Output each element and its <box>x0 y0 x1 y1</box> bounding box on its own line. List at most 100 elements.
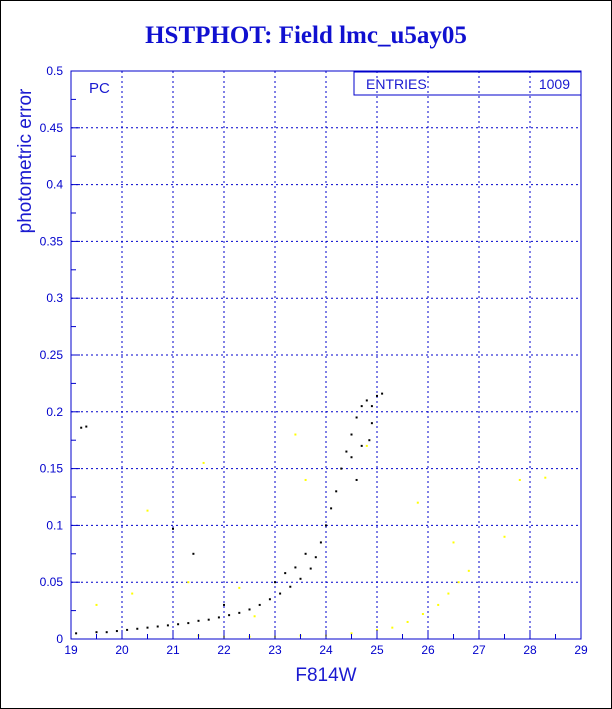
data-point <box>503 535 506 538</box>
points-layer <box>75 392 547 638</box>
x-tick-label: 29 <box>574 643 588 657</box>
y-tick-label: 0.3 <box>46 291 63 305</box>
data-point <box>325 524 327 527</box>
data-point <box>238 586 241 589</box>
y-tick-label: 0.15 <box>40 462 64 476</box>
stats-box <box>353 71 582 96</box>
data-point <box>80 426 83 429</box>
y-tick-label: 0.25 <box>40 348 64 362</box>
y-tick-label: 0.05 <box>40 575 64 589</box>
data-point <box>279 592 282 595</box>
data-point <box>360 405 363 408</box>
data-point <box>131 592 134 595</box>
data-point <box>437 603 440 606</box>
data-point <box>355 416 358 419</box>
data-point <box>376 394 378 397</box>
data-point <box>355 478 358 481</box>
data-point <box>370 422 373 425</box>
data-point <box>381 392 384 395</box>
data-point <box>202 461 205 464</box>
data-point <box>350 433 353 436</box>
y-tick-label: 0.4 <box>46 178 63 192</box>
stats-entries-label: ENTRIES <box>366 76 427 92</box>
data-point <box>350 632 353 635</box>
data-point <box>192 552 195 555</box>
data-point <box>258 603 261 606</box>
data-point <box>146 509 149 512</box>
data-point <box>447 592 450 595</box>
data-point <box>126 628 129 631</box>
data-point <box>294 433 297 436</box>
data-point <box>314 556 317 559</box>
data-point <box>289 585 292 588</box>
data-point <box>223 603 225 606</box>
data-point <box>146 626 149 629</box>
data-point <box>268 598 271 601</box>
x-tick-label: 19 <box>64 643 78 657</box>
data-point <box>284 572 287 575</box>
x-tick-label: 28 <box>523 643 537 657</box>
data-point <box>319 541 322 544</box>
plot-annotation: PC <box>89 80 110 97</box>
data-point <box>197 619 200 622</box>
data-point <box>217 616 220 619</box>
data-point <box>304 478 307 481</box>
stats-entries-value: 1009 <box>539 76 570 92</box>
x-tick-label: 24 <box>319 643 333 657</box>
x-tick-label: 22 <box>217 643 231 657</box>
y-tick-label: 0.2 <box>46 405 63 419</box>
data-point <box>156 625 159 628</box>
data-point <box>105 631 108 634</box>
data-point <box>95 631 98 634</box>
y-tick-label: 0.1 <box>46 518 63 532</box>
axes-layer <box>70 70 582 640</box>
data-point <box>350 456 353 459</box>
data-point <box>370 405 373 408</box>
data-point <box>467 569 470 572</box>
data-point <box>368 439 371 442</box>
data-point <box>75 632 78 635</box>
data-point <box>136 627 139 630</box>
data-point <box>416 501 419 504</box>
data-point <box>115 630 118 633</box>
x-tick-label: 27 <box>472 643 486 657</box>
x-tick-label: 20 <box>115 643 129 657</box>
labels-layer: 19 20 21 22 23 24 25 26 27 28 29 0 0.05 0.1 0.15 0.2 0.2… <box>40 64 588 657</box>
data-point <box>274 581 276 584</box>
data-point <box>177 623 180 626</box>
data-point <box>340 467 343 470</box>
x-tick-label: 25 <box>370 643 384 657</box>
data-point <box>309 567 312 570</box>
data-point <box>304 552 307 555</box>
chart-title: HSTPHOT: Field lmc_u5ay05 <box>145 22 467 49</box>
data-point <box>335 490 338 493</box>
data-point <box>95 603 98 606</box>
data-point <box>544 476 547 479</box>
data-point <box>345 450 348 453</box>
data-point <box>421 613 424 616</box>
data-point <box>518 478 521 481</box>
data-point <box>248 608 251 611</box>
y-tick-label: 0.35 <box>40 234 64 248</box>
y-axis-title: photometric error <box>15 88 36 233</box>
data-point <box>166 624 169 627</box>
data-point <box>406 620 409 623</box>
data-point <box>376 628 378 631</box>
data-point <box>187 581 190 584</box>
grid-layer <box>71 71 581 639</box>
data-point <box>238 611 241 614</box>
data-point <box>172 527 174 530</box>
data-point <box>207 618 210 621</box>
data-point <box>330 507 333 510</box>
y-tick-label: 0 <box>56 632 63 646</box>
data-point <box>391 626 394 629</box>
data-point <box>457 581 460 584</box>
data-point <box>228 614 231 617</box>
x-tick-label: 21 <box>166 643 180 657</box>
data-point <box>360 444 363 447</box>
x-tick-label: 23 <box>268 643 282 657</box>
plot-border <box>70 70 582 640</box>
x-tick-label: 26 <box>421 643 435 657</box>
data-point <box>253 615 256 618</box>
